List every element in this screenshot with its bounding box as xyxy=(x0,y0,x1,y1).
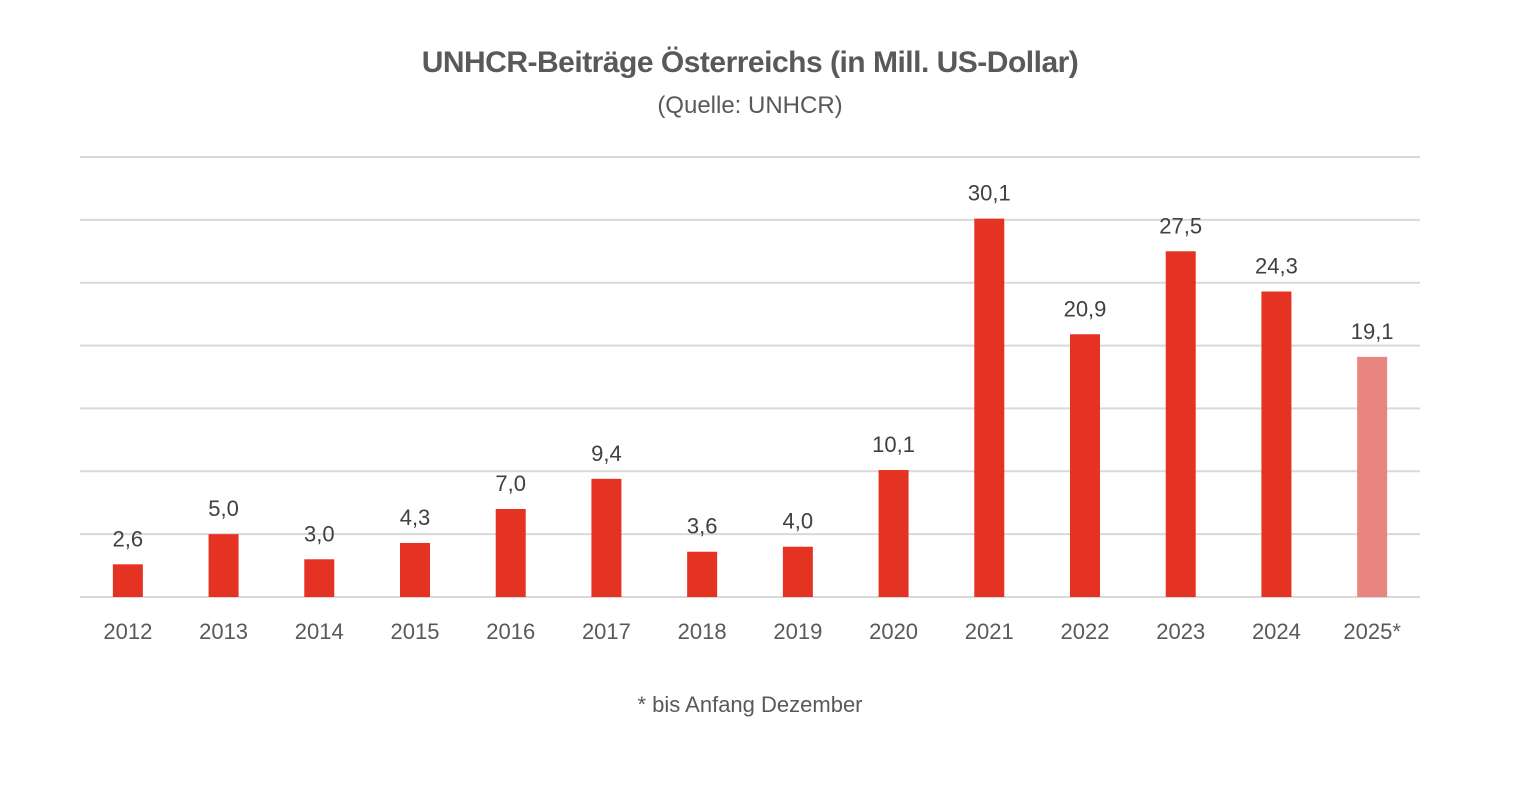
data-label-2014: 3,0 xyxy=(304,521,335,546)
x-tick-label-2022: 2022 xyxy=(1061,619,1110,644)
chart-title: UNHCR-Beiträge Österreichs (in Mill. US-… xyxy=(421,46,1079,79)
bars xyxy=(112,218,1388,598)
bar-2018 xyxy=(687,551,718,597)
data-labels: 2,6 5,0 3,0 4,3 7,0 9,4 3,6 4,0 10,1 30,1 20,9 27,5… xyxy=(113,181,1394,552)
bar-2023 xyxy=(1165,251,1196,598)
data-label-2022: 20,9 xyxy=(1064,296,1107,321)
bar-2019 xyxy=(782,546,813,597)
data-label-2018: 3,6 xyxy=(687,514,718,539)
x-tick-label-2017: 2017 xyxy=(582,619,631,644)
bar-2017 xyxy=(591,478,622,597)
bar-2021 xyxy=(974,218,1005,597)
bar-2022 xyxy=(1070,334,1100,597)
chart-subtitle: (Quelle: UNHCR) xyxy=(657,92,843,119)
data-label-2013: 5,0 xyxy=(208,496,239,521)
x-tick-label-2025: 2025* xyxy=(1343,619,1401,644)
data-label-2015: 4,3 xyxy=(400,505,431,530)
x-tick-label-2018: 2018 xyxy=(678,619,727,644)
chart-footnote: * bis Anfang Dezember xyxy=(637,692,863,717)
data-label-2021: 30,1 xyxy=(968,181,1011,206)
data-label-2012: 2,6 xyxy=(113,526,144,551)
bar-2016 xyxy=(495,509,526,597)
x-tick-label-2023: 2023 xyxy=(1156,619,1205,644)
data-label-2016: 7,0 xyxy=(495,471,526,496)
x-axis: 2012 2013 2014 2015 2016 2017 2018 2019 2020 2021… xyxy=(103,619,1401,644)
bar-2025 xyxy=(1357,356,1388,597)
x-tick-label-2013: 2013 xyxy=(199,619,248,644)
x-tick-label-2019: 2019 xyxy=(773,619,822,644)
data-label-2025: 19,1 xyxy=(1351,319,1394,344)
bar-2013 xyxy=(208,534,239,597)
data-label-2023: 27,5 xyxy=(1159,213,1202,238)
x-tick-label-2024: 2024 xyxy=(1252,619,1301,644)
x-tick-label-2015: 2015 xyxy=(391,619,440,644)
bar-2020 xyxy=(878,470,909,597)
x-tick-label-2014: 2014 xyxy=(295,619,344,644)
x-tick-label-2012: 2012 xyxy=(103,619,152,644)
bar-2015 xyxy=(400,542,430,597)
x-tick-label-2021: 2021 xyxy=(965,619,1014,644)
bar-2012 xyxy=(112,564,143,597)
bar-2014 xyxy=(304,559,335,597)
x-tick-label-2020: 2020 xyxy=(869,619,918,644)
data-label-2017: 9,4 xyxy=(591,441,622,466)
x-tick-label-2016: 2016 xyxy=(486,619,535,644)
data-label-2020: 10,1 xyxy=(872,432,915,457)
data-label-2019: 4,0 xyxy=(783,509,814,534)
data-label-2024: 24,3 xyxy=(1255,254,1298,279)
gridlines xyxy=(80,156,1420,598)
bar-2024 xyxy=(1261,291,1292,597)
